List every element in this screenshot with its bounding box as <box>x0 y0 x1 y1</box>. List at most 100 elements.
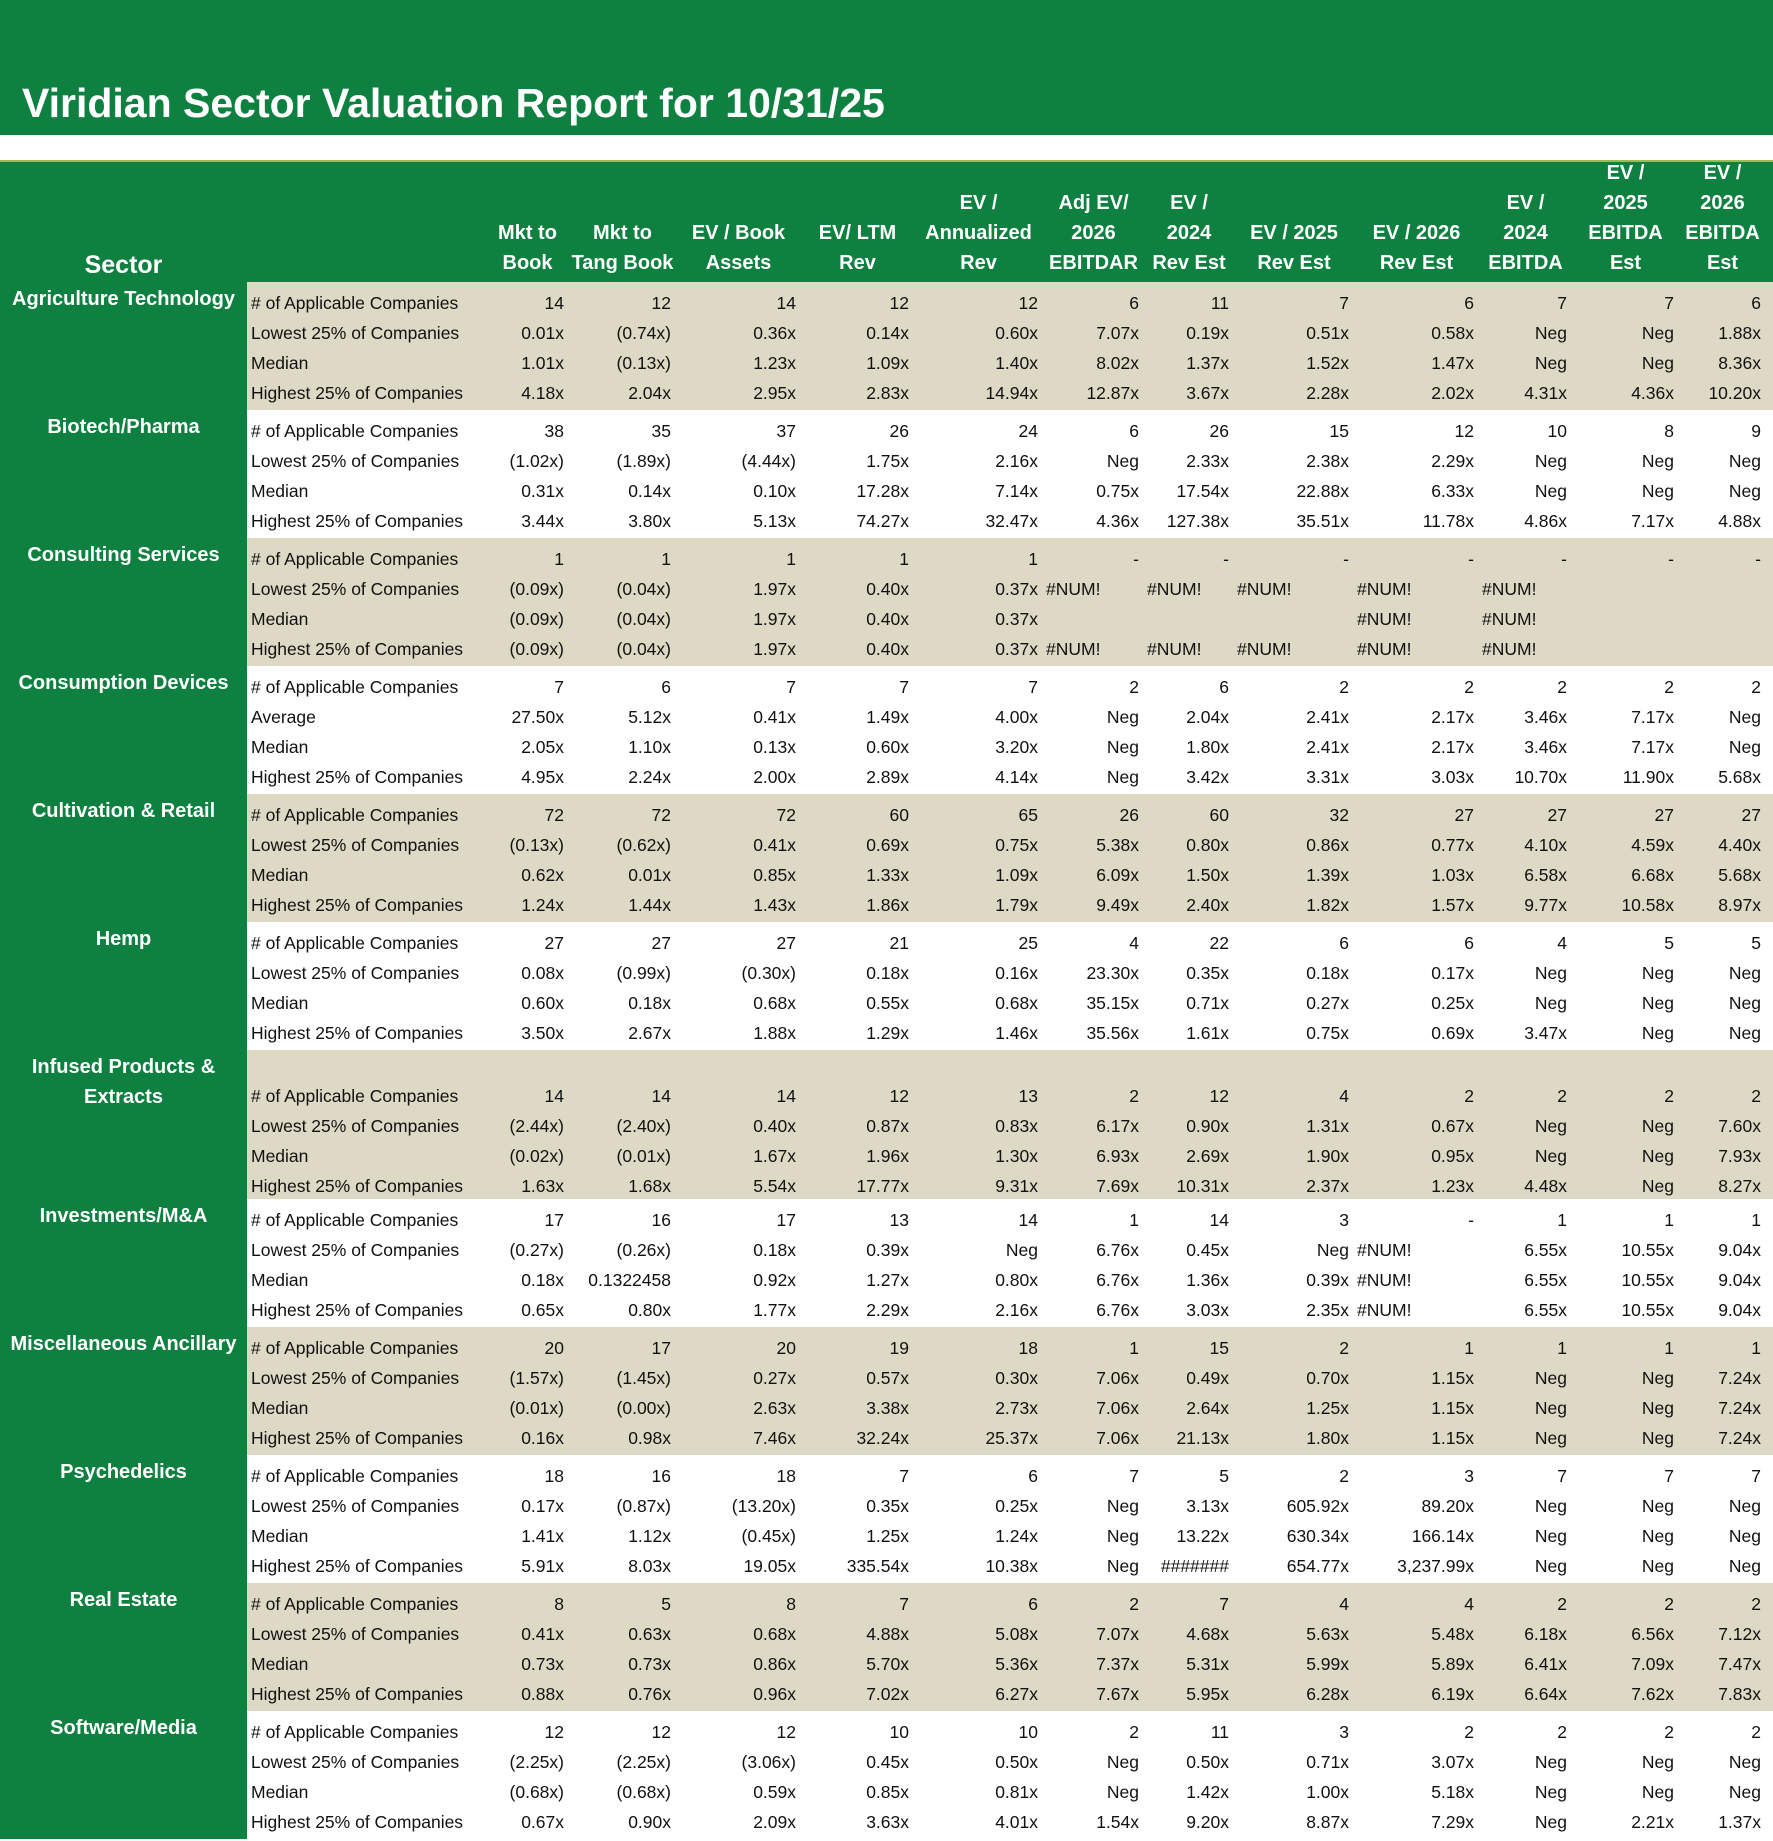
table-cell: 4 <box>1339 1594 1349 1614</box>
table-cell: 166.14x <box>1411 1526 1474 1546</box>
table-cell: 0.14x <box>866 323 909 343</box>
table-header: Sector Mkt to Book Mkt to Tang Book EV / Boo… <box>0 160 1773 282</box>
table-cell: 4.88x <box>1718 511 1761 531</box>
table-cell: 9.04x <box>1718 1270 1761 1290</box>
table-cell: 1 <box>1664 1210 1674 1230</box>
row-label: Lowest 25% of Companies <box>251 1368 460 1388</box>
table-cell: 0.55x <box>866 993 909 1013</box>
table-cell: Neg <box>1641 993 1674 1013</box>
table-cell: 1.61x <box>1186 1023 1229 1043</box>
table-cell: Neg <box>1641 1496 1674 1516</box>
table-cell: Neg <box>1534 1496 1567 1516</box>
table-cell: 7 <box>1339 293 1349 313</box>
table-cell: 14 <box>651 1086 671 1106</box>
table-cell: 6.28x <box>1306 1684 1349 1704</box>
table-row: Lowest 25% of Companies 0.01x (0.74x) 0.36x… <box>0 318 1773 348</box>
table-cell: 2 <box>1664 1722 1674 1742</box>
table-cell: (0.13x) <box>509 835 564 855</box>
column-header-line: EV / <box>1506 192 1545 214</box>
table-row: # of Applicable Companies 38 35 37 26 24 6 26 15… <box>0 416 1773 446</box>
sector-name: Agriculture Technology <box>0 282 247 410</box>
column-header-line: EBITDA <box>1488 252 1563 274</box>
table-row: Highest 25% of Companies 3.44x 3.80x 5.13x 7… <box>0 506 1773 536</box>
table-cell: 2.05x <box>521 737 564 757</box>
table-row: Lowest 25% of Companies (2.25x) (2.25x) (3.… <box>0 1747 1773 1777</box>
table-cell: 22 <box>1209 933 1229 953</box>
table-cell: 0.85x <box>866 1782 909 1802</box>
table-cell: 1.82x <box>1306 895 1349 915</box>
table-cell: 1 <box>1464 1338 1474 1358</box>
table-cell: (0.01x) <box>509 1398 564 1418</box>
table-cell: 8.02x <box>1096 353 1139 373</box>
table-cell: 5.99x <box>1306 1654 1349 1674</box>
table-cell: 7.06x <box>1096 1398 1139 1418</box>
row-label: Median <box>251 1270 309 1290</box>
table-cell: Neg <box>1106 1496 1139 1516</box>
table-cell: 14 <box>544 1086 564 1106</box>
table-cell: 7 <box>899 677 909 697</box>
table-cell: #NUM! <box>1357 579 1412 599</box>
table-cell: Neg <box>1106 1782 1139 1802</box>
table-cell: Neg <box>1641 1526 1674 1546</box>
table-cell: 5.38x <box>1096 835 1139 855</box>
table-cell: 1.96x <box>866 1146 909 1166</box>
row-label: Median <box>251 1526 309 1546</box>
sector-name: Biotech/Pharma <box>0 410 247 538</box>
table-cell: Neg <box>1641 1398 1674 1418</box>
table-cell: 3.46x <box>1524 737 1567 757</box>
table-cell: 1.25x <box>1306 1398 1349 1418</box>
table-cell: 7.62x <box>1631 1684 1674 1704</box>
table-cell: 72 <box>651 805 671 825</box>
table-cell: 1 <box>1129 1338 1139 1358</box>
table-cell: 10.20x <box>1708 383 1761 403</box>
table-cell: 2 <box>1129 1594 1139 1614</box>
table-cell: 10.31x <box>1176 1176 1229 1196</box>
table-cell: 14 <box>1209 1210 1229 1230</box>
table-cell: 7 <box>554 677 564 697</box>
column-header-line: 2024 <box>1503 222 1548 244</box>
table-cell: 8.03x <box>628 1556 671 1576</box>
table-cell: (0.68x) <box>616 1782 671 1802</box>
table-cell: 3.47x <box>1524 1023 1567 1043</box>
table-cell: 1.63x <box>521 1176 564 1196</box>
table-cell: 4.40x <box>1718 835 1761 855</box>
table-cell: 2.17x <box>1431 737 1474 757</box>
row-label: Median <box>251 1782 309 1802</box>
table-cell: 12 <box>776 1722 796 1742</box>
table-cell: 0.40x <box>866 609 909 629</box>
table-cell: 0.92x <box>753 1270 796 1290</box>
table-cell: (0.26x) <box>616 1240 671 1260</box>
table-row: Highest 25% of Companies 4.18x 2.04x 2.95x 2… <box>0 378 1773 408</box>
table-cell: 1.23x <box>753 353 796 373</box>
table-cell: 5.63x <box>1306 1624 1349 1644</box>
table-cell: (1.89x) <box>616 451 671 471</box>
table-cell: 12 <box>889 293 909 313</box>
column-header-line: Rev <box>960 252 997 274</box>
table-row: Lowest 25% of Companies 0.17x (0.87x) (13.2… <box>0 1491 1773 1521</box>
table-row: Median 2.05x 1.10x 0.13x 0.60x 3.20x Neg 1.80x 2… <box>0 732 1773 762</box>
table-cell: 12 <box>1018 293 1038 313</box>
table-row: Lowest 25% of Companies 0.08x (0.99x) (0.30… <box>0 958 1773 988</box>
table-cell: 1.37x <box>1718 1812 1761 1832</box>
row-label: Highest 25% of Companies <box>251 383 464 403</box>
table-cell: 4.00x <box>995 707 1038 727</box>
table-cell: (0.09x) <box>509 639 564 659</box>
table-cell: 14 <box>776 293 796 313</box>
table-cell: 2 <box>1339 1338 1349 1358</box>
table-cell: 10.38x <box>985 1556 1038 1576</box>
table-cell: 1.10x <box>628 737 671 757</box>
table-cell: 0.40x <box>753 1116 796 1136</box>
table-cell: 35.15x <box>1086 993 1139 1013</box>
table-cell: 2.41x <box>1306 707 1349 727</box>
table-cell: 2.28x <box>1306 383 1349 403</box>
table-row: # of Applicable Companies 18 16 18 7 6 7 5 2 3 7 7 7 <box>0 1461 1773 1491</box>
row-label: # of Applicable Companies <box>251 677 459 697</box>
table-cell: 7.12x <box>1718 1624 1761 1644</box>
table-cell: 1.88x <box>753 1023 796 1043</box>
table-row: Median (0.09x) (0.04x) 1.97x 0.40x 0.37x #NUM!… <box>0 604 1773 634</box>
table-cell: Neg <box>1728 707 1761 727</box>
table-cell: 35.51x <box>1296 511 1349 531</box>
row-label: # of Applicable Companies <box>251 1086 459 1106</box>
table-cell: 27.50x <box>511 707 564 727</box>
table-cell: 0.60x <box>521 993 564 1013</box>
